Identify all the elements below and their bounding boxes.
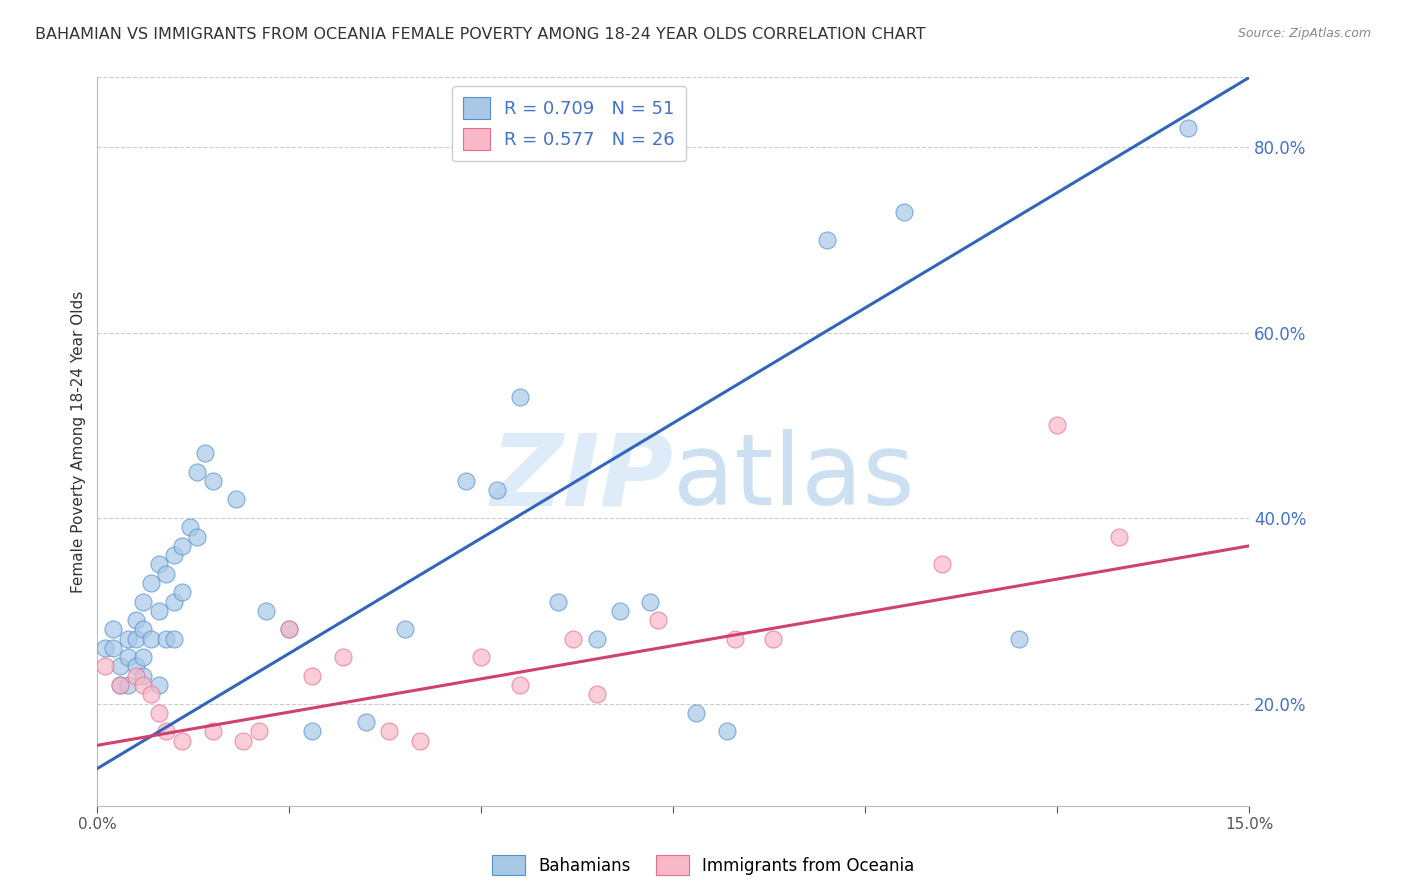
Point xyxy=(125,659,148,673)
Point xyxy=(893,205,915,219)
Legend: Bahamians, Immigrants from Oceania: Bahamians, Immigrants from Oceania xyxy=(484,847,922,884)
Point xyxy=(547,594,569,608)
Point xyxy=(332,650,354,665)
Point xyxy=(117,650,139,665)
Text: ZIP: ZIP xyxy=(491,429,673,526)
Point xyxy=(148,678,170,692)
Point xyxy=(110,678,132,692)
Point xyxy=(815,233,838,247)
Point xyxy=(278,623,301,637)
Point xyxy=(640,594,662,608)
Point xyxy=(301,669,323,683)
Point xyxy=(585,632,607,646)
Point xyxy=(139,687,162,701)
Point xyxy=(163,594,186,608)
Point xyxy=(132,623,155,637)
Point xyxy=(170,539,193,553)
Point xyxy=(409,733,432,747)
Legend: R = 0.709   N = 51, R = 0.577   N = 26: R = 0.709 N = 51, R = 0.577 N = 26 xyxy=(451,87,686,161)
Point xyxy=(378,724,401,739)
Point xyxy=(454,474,477,488)
Point xyxy=(170,585,193,599)
Point xyxy=(509,678,531,692)
Point xyxy=(110,659,132,673)
Point xyxy=(301,724,323,739)
Point xyxy=(139,576,162,591)
Point xyxy=(170,733,193,747)
Point xyxy=(647,613,669,627)
Point xyxy=(101,623,124,637)
Point xyxy=(186,530,208,544)
Point xyxy=(125,632,148,646)
Point xyxy=(94,659,117,673)
Point xyxy=(201,474,224,488)
Text: Source: ZipAtlas.com: Source: ZipAtlas.com xyxy=(1237,27,1371,40)
Point xyxy=(585,687,607,701)
Point xyxy=(148,706,170,720)
Point xyxy=(1177,121,1199,136)
Point xyxy=(101,640,124,655)
Point xyxy=(163,548,186,562)
Point xyxy=(132,669,155,683)
Point xyxy=(485,483,508,498)
Point xyxy=(1108,530,1130,544)
Text: atlas: atlas xyxy=(673,429,915,526)
Point xyxy=(125,669,148,683)
Point xyxy=(155,724,177,739)
Point xyxy=(125,613,148,627)
Point xyxy=(155,566,177,581)
Y-axis label: Female Poverty Among 18-24 Year Olds: Female Poverty Among 18-24 Year Olds xyxy=(72,291,86,592)
Point xyxy=(562,632,585,646)
Point xyxy=(117,632,139,646)
Point xyxy=(179,520,201,534)
Point xyxy=(724,632,747,646)
Point xyxy=(716,724,738,739)
Point xyxy=(117,678,139,692)
Point xyxy=(232,733,254,747)
Point xyxy=(509,391,531,405)
Point xyxy=(354,715,377,730)
Point xyxy=(132,594,155,608)
Point xyxy=(132,678,155,692)
Point xyxy=(931,558,953,572)
Point xyxy=(254,604,277,618)
Point xyxy=(762,632,785,646)
Point xyxy=(148,558,170,572)
Point xyxy=(139,632,162,646)
Point xyxy=(186,465,208,479)
Point xyxy=(225,492,247,507)
Point xyxy=(163,632,186,646)
Point xyxy=(94,640,117,655)
Point xyxy=(247,724,270,739)
Point xyxy=(685,706,707,720)
Point xyxy=(132,650,155,665)
Point xyxy=(155,632,177,646)
Text: BAHAMIAN VS IMMIGRANTS FROM OCEANIA FEMALE POVERTY AMONG 18-24 YEAR OLDS CORRELA: BAHAMIAN VS IMMIGRANTS FROM OCEANIA FEMA… xyxy=(35,27,925,42)
Point xyxy=(194,446,217,460)
Point xyxy=(1046,418,1069,433)
Point xyxy=(278,623,301,637)
Point xyxy=(1008,632,1031,646)
Point xyxy=(110,678,132,692)
Point xyxy=(148,604,170,618)
Point xyxy=(470,650,492,665)
Point xyxy=(201,724,224,739)
Point xyxy=(394,623,416,637)
Point xyxy=(609,604,631,618)
